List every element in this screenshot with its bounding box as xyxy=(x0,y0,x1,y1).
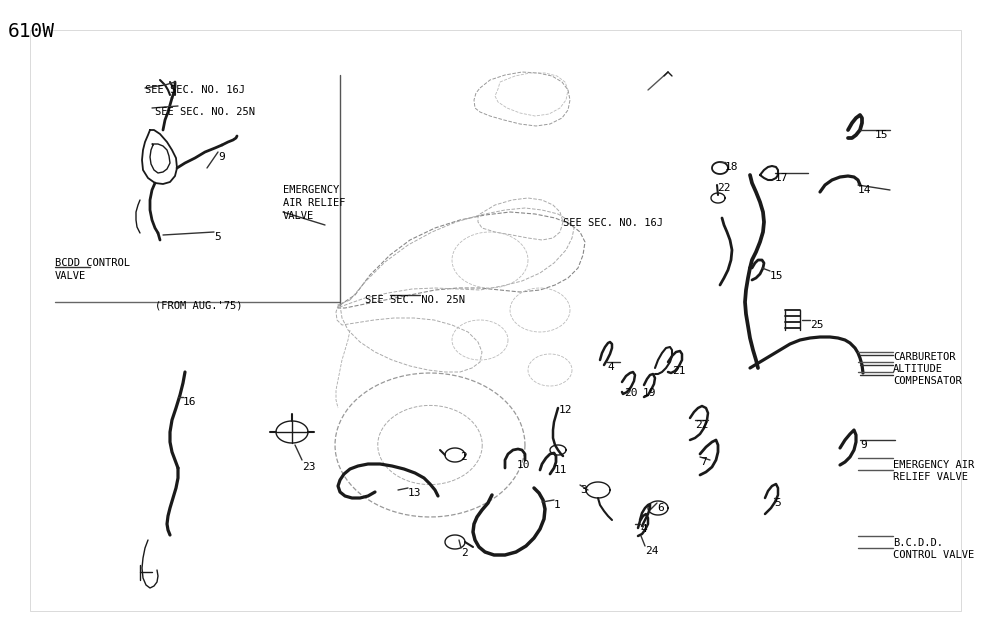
Text: CONTROL VALVE: CONTROL VALVE xyxy=(893,550,974,560)
Text: SEE SEC. NO. 25N: SEE SEC. NO. 25N xyxy=(155,107,255,117)
Text: RELIEF VALVE: RELIEF VALVE xyxy=(893,472,968,482)
Text: 13: 13 xyxy=(408,488,421,498)
Text: B.C.D.D.: B.C.D.D. xyxy=(893,538,943,548)
Text: 22: 22 xyxy=(717,183,730,193)
Text: 17: 17 xyxy=(775,173,789,183)
Text: 2: 2 xyxy=(461,548,468,558)
Text: 9: 9 xyxy=(218,152,225,162)
Text: VALVE: VALVE xyxy=(55,271,86,281)
Text: 9: 9 xyxy=(860,440,867,450)
Text: CARBURETOR: CARBURETOR xyxy=(893,352,955,362)
Text: 12: 12 xyxy=(559,405,573,415)
Text: 23: 23 xyxy=(302,462,315,472)
Text: ALTITUDE: ALTITUDE xyxy=(893,364,943,374)
Text: 1: 1 xyxy=(554,500,561,510)
Text: 15: 15 xyxy=(770,271,784,281)
Text: 14: 14 xyxy=(858,185,871,195)
Text: 10: 10 xyxy=(517,460,530,470)
Text: 25: 25 xyxy=(810,320,824,330)
Text: 6: 6 xyxy=(657,503,664,513)
Text: 20: 20 xyxy=(624,388,637,398)
Text: 18: 18 xyxy=(725,162,738,172)
Text: 16: 16 xyxy=(183,397,196,407)
Text: VALVE: VALVE xyxy=(283,211,314,221)
Text: 15: 15 xyxy=(875,130,889,140)
Text: SEE SEC. NO. 25N: SEE SEC. NO. 25N xyxy=(365,295,465,305)
Text: 2: 2 xyxy=(460,452,467,462)
Text: AIR RELIEF: AIR RELIEF xyxy=(283,198,346,208)
Text: 21: 21 xyxy=(672,366,686,376)
Text: 22: 22 xyxy=(695,420,709,430)
Text: (FROM AUG.'75): (FROM AUG.'75) xyxy=(155,300,243,310)
Text: 19: 19 xyxy=(643,388,656,398)
Text: EMERGENCY: EMERGENCY xyxy=(283,185,339,195)
Text: SEE SEC. NO. 16J: SEE SEC. NO. 16J xyxy=(145,85,245,95)
Text: COMPENSATOR: COMPENSATOR xyxy=(893,376,961,386)
Text: 24: 24 xyxy=(645,546,658,556)
Text: 7: 7 xyxy=(700,457,707,467)
Text: 5: 5 xyxy=(214,232,221,242)
Text: 11: 11 xyxy=(554,465,568,475)
Text: EMERGENCY AIR: EMERGENCY AIR xyxy=(893,460,974,470)
Text: 4: 4 xyxy=(640,524,647,534)
Text: SEE SEC. NO. 16J: SEE SEC. NO. 16J xyxy=(563,218,663,228)
Text: 5: 5 xyxy=(774,498,781,508)
Text: BCDD CONTROL: BCDD CONTROL xyxy=(55,258,130,268)
Text: 3: 3 xyxy=(580,485,587,495)
Text: 610W: 610W xyxy=(8,22,55,41)
Text: 4: 4 xyxy=(607,362,613,372)
